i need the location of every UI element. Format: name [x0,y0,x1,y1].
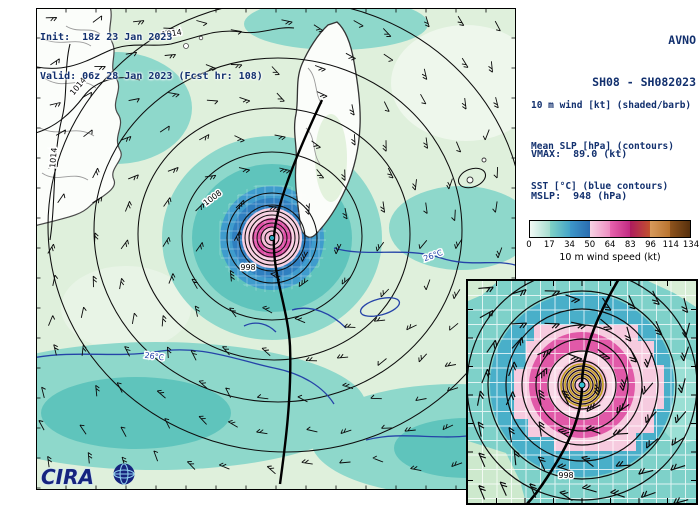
inset-storm-track [526,281,620,503]
colorbar-tick-label: 96 [645,240,656,250]
inset-storm-center [578,381,586,389]
colorbar-ticks: 0 17 34 50 64 83 96 114 134 [526,240,699,251]
title-block: AVNO SH08 - SH082023 [528,5,696,117]
colorbar-tick-label: 0 [526,240,532,250]
vmax-value: VMAX: 89.0 (kt) [531,149,628,160]
main-map: 1014 1014 1008 998 1014 26°C 26°C CIRA [36,8,516,490]
inset-wind-barbs [476,286,691,503]
colorbar-tick-label: 134 [682,240,699,250]
colorbar-segment-1 [550,221,570,237]
legend-shading: 10 m wind [kt] (shaded/barb) [531,100,692,111]
colorbar-segment-3 [590,221,610,237]
inset-wind-64-83kt [529,332,635,438]
stats-block: VMAX: 89.0 (kt) MSLP: 948 (hPa) [531,120,627,232]
legend-block: 10 m wind [kt] (shaded/barb) Mean SLP [h… [531,72,691,221]
colorbar-segment-0 [530,221,550,237]
map-border [36,8,516,490]
cira-logo-text: CIRA [41,465,94,489]
colorbar-tick-label: 64 [604,240,616,250]
slp-contours [36,8,516,453]
colorbar-tick-label: 83 [624,240,636,250]
sst-contour-label: 26°C [144,351,165,363]
colorbar-tick-label: 114 [662,240,679,250]
colorbar-segment-6 [650,221,670,237]
africa-coastline [36,8,122,227]
colorbar-segment-7 [670,221,690,237]
init-time: Init: 18z 23 Jan 2023 [40,32,173,43]
colorbar-tick-label: 50 [584,240,596,250]
init-valid-header: Init: 18z 23 Jan 2023 Valid: 06z 28 Jan … [40,5,263,109]
legend-sst: SST [°C] (blue contours) [531,181,669,192]
colorbar-segment-2 [570,221,590,237]
valid-time: Valid: 06z 28 Jan 2023 (Fcst hr: 108) [40,71,263,82]
wind-speed-colorbar [529,220,691,238]
inset-slp-label: 998 [558,471,573,480]
storm-track [272,99,324,485]
contour-labels: 1014 1014 1008 998 1014 26°C 26°C [47,26,446,364]
model-name: AVNO [668,33,696,47]
colorbar-tick-label: 17 [543,240,555,250]
inset-map: 998 [468,281,696,503]
wind-barbs [38,15,503,475]
slp-contour-label: 998 [240,263,255,272]
madagascar-coastline [183,21,487,238]
colorbar-tick-label: 34 [564,240,575,250]
storm-id: SH08 - SH082023 [592,75,696,89]
legend-slp: Mean SLP [hPa] (contours) [531,140,674,152]
storm-zoom-inset: 998 [466,279,698,505]
colorbar-segment-4 [610,221,630,237]
storm-center [268,234,276,242]
slp-contour-label: 1014 [48,147,59,168]
colorbar-caption: 10 m wind speed (kt) [559,252,661,263]
mslp-value: MSLP: 948 (hPa) [531,191,628,202]
colorbar-segment-5 [630,221,650,237]
inset-border-ticks [468,281,696,503]
cira-logo: CIRA [40,463,135,490]
